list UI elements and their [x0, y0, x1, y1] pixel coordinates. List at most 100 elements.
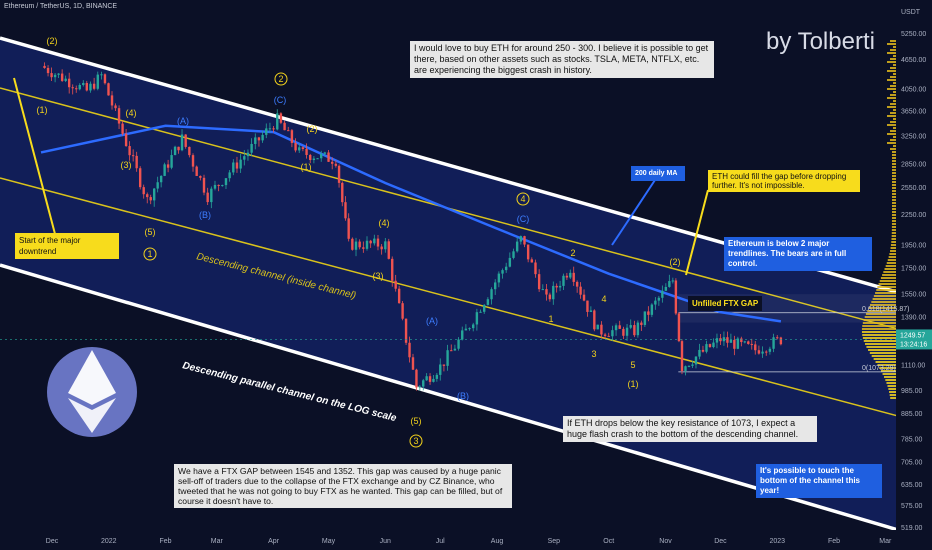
candle-body — [558, 285, 562, 288]
volume-profile-bar — [875, 361, 896, 363]
candle-body — [733, 339, 736, 349]
candle-body — [46, 67, 50, 74]
price-tick-label: 1950.00 — [901, 242, 926, 249]
candle-body — [776, 337, 779, 339]
ftx-gap-label: Unfilled FTX GAP — [688, 296, 763, 311]
candle-body — [694, 356, 698, 365]
wave-label: (C) — [517, 214, 530, 224]
candle-body — [779, 337, 783, 345]
candle-body — [508, 257, 512, 267]
volume-profile-bar — [863, 319, 896, 321]
candle-body — [501, 270, 504, 274]
candle-body — [705, 344, 708, 352]
ethereum-logo-top — [68, 350, 116, 405]
candle-body — [691, 364, 694, 366]
candle-body — [257, 137, 261, 141]
volume-profile-bar — [891, 220, 896, 222]
wave-label: (3) — [373, 271, 384, 281]
volume-profile-bar — [879, 280, 896, 282]
volume-profile-bar — [891, 223, 896, 225]
current-price-badge — [896, 329, 932, 350]
candle-body — [351, 238, 354, 250]
candle-body — [394, 280, 397, 289]
volume-profile-bar — [890, 94, 896, 96]
candle-body — [418, 386, 422, 388]
candle-body — [726, 337, 729, 343]
volume-profile-bar — [892, 178, 896, 180]
candle-body — [715, 338, 719, 343]
time-tick-label: Jun — [380, 538, 391, 545]
volume-profile-bar — [887, 133, 896, 135]
wave-label: 3 — [591, 349, 596, 359]
candle-body — [411, 357, 415, 370]
wave-label: 2 — [570, 248, 575, 258]
volume-profile-bar — [877, 364, 896, 366]
candle-body — [618, 325, 621, 329]
price-tick-label: 635.00 — [901, 482, 923, 489]
candle-body — [376, 238, 380, 247]
candle-body — [103, 74, 107, 84]
candle-body — [740, 338, 743, 343]
volume-profile-bar — [887, 259, 896, 261]
candle-body — [298, 147, 301, 151]
volume-profile-bar — [862, 322, 896, 324]
candle-body — [254, 137, 257, 144]
candle-body — [391, 258, 394, 281]
wave-circle — [143, 247, 157, 261]
wave-circle — [516, 192, 530, 206]
candle-body — [490, 289, 493, 300]
volume-profile-bar — [861, 331, 896, 333]
candle-body — [261, 134, 264, 141]
wave-label: (2) — [307, 124, 318, 134]
countdown-label: 13:24:16 — [900, 341, 927, 348]
volume-profile-bar — [888, 388, 896, 390]
price-tick-label: 2550.00 — [901, 185, 926, 192]
volume-profile-bar — [890, 40, 896, 42]
volume-profile-bar — [891, 190, 896, 192]
volume-profile-bar — [890, 247, 896, 249]
volume-profile-bar — [876, 289, 896, 291]
volume-profile-bar — [892, 157, 896, 159]
candle-body — [354, 241, 358, 250]
candle-body — [680, 341, 684, 371]
time-tick-label: May — [322, 538, 336, 545]
note-ftx-story: We have a FTX GAP between 1545 and 1352.… — [174, 464, 512, 508]
candle-body — [636, 322, 640, 336]
volume-profile-bar — [890, 76, 896, 78]
volume-profile-bar — [869, 352, 896, 354]
candle-body — [239, 159, 242, 169]
volume-profile-bar — [892, 181, 896, 183]
volume-profile-bar — [890, 112, 896, 114]
time-tick-label: Feb — [160, 538, 172, 545]
volume-profile-bar — [893, 55, 896, 57]
candle-body — [698, 349, 701, 357]
volume-profile-bar — [877, 286, 896, 288]
candle-body — [312, 158, 316, 161]
wave-label: (3) — [121, 160, 132, 170]
candle-body — [243, 156, 246, 160]
time-tick-label: Oct — [603, 538, 614, 545]
candle-body — [497, 273, 501, 283]
candle-body — [82, 82, 85, 85]
candle-body — [526, 244, 530, 260]
price-tick-label: 5250.00 — [901, 31, 926, 38]
candle-body — [684, 366, 687, 371]
wave-label: (A) — [177, 116, 189, 126]
candle-body — [347, 218, 350, 239]
volume-profile-bar — [872, 298, 896, 300]
candle-body — [268, 128, 272, 130]
candle-body — [475, 312, 479, 325]
candle-body — [572, 272, 575, 282]
candle-body — [305, 148, 308, 155]
volume-profile-bar — [891, 205, 896, 207]
volume-profile-bar — [893, 73, 896, 75]
wave-label: (A) — [426, 316, 438, 326]
volume-profile-bar — [891, 235, 896, 237]
candle-body — [668, 281, 671, 287]
downtrend-pointer — [13, 77, 56, 235]
note-gap-fill: ETH could fill the gap before dropping f… — [708, 170, 860, 192]
wave-label: 2 — [278, 74, 283, 84]
volume-profile-bar — [890, 148, 896, 150]
